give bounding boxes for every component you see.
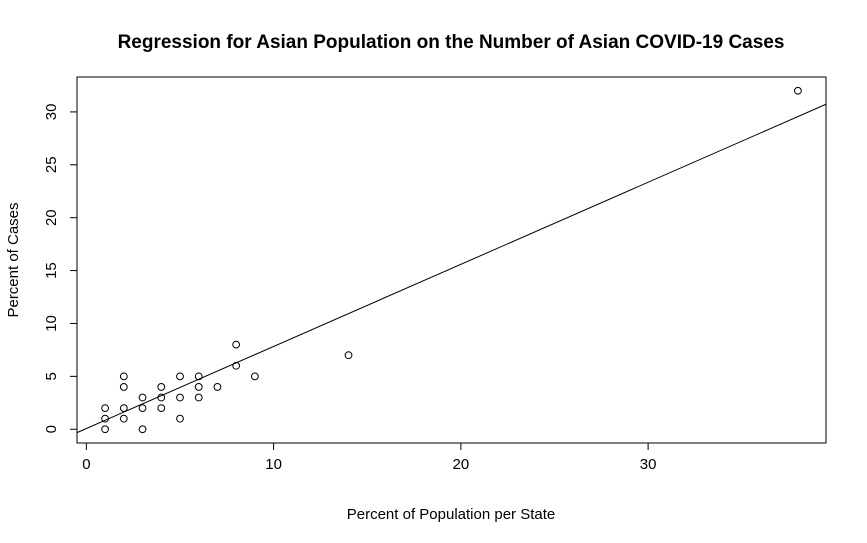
regression-layer xyxy=(76,103,827,434)
y-axis-label: Percent of Cases xyxy=(5,202,22,317)
data-point xyxy=(232,340,241,349)
data-point xyxy=(138,425,147,434)
data-point xyxy=(194,383,203,391)
data-point xyxy=(194,393,203,402)
y-tick-label: 20 xyxy=(43,209,60,226)
data-point xyxy=(344,351,353,360)
data-point xyxy=(232,361,241,370)
regression-line xyxy=(76,103,827,434)
y-tick-label: 25 xyxy=(43,156,60,173)
x-tick-label: 0 xyxy=(82,456,90,473)
data-point xyxy=(119,372,128,381)
data-point xyxy=(119,404,128,412)
data-point xyxy=(101,425,109,434)
chart-title: Regression for Asian Population on the N… xyxy=(118,32,785,53)
plot-frame xyxy=(76,76,827,444)
data-point xyxy=(176,393,184,402)
data-point xyxy=(138,393,147,402)
data-point xyxy=(250,372,259,381)
data-point xyxy=(157,404,166,412)
x-tick-label: 20 xyxy=(453,456,470,473)
data-point xyxy=(119,414,128,423)
data-point xyxy=(101,404,109,412)
y-tick-label: 5 xyxy=(43,372,60,380)
y-tick-label: 15 xyxy=(43,262,60,279)
x-axis: 0 10 20 30 xyxy=(82,443,656,473)
data-point xyxy=(794,86,802,95)
x-tick-label: 30 xyxy=(640,456,657,473)
x-axis-label: Percent of Population per State xyxy=(347,506,555,523)
data-point xyxy=(101,414,109,423)
y-tick-label: 10 xyxy=(43,315,60,332)
data-point xyxy=(119,383,128,391)
data-point xyxy=(176,414,184,423)
data-point xyxy=(213,383,222,391)
y-axis: 0 5 10 15 20 25 30 xyxy=(43,104,77,433)
data-point xyxy=(194,372,203,381)
data-point xyxy=(157,383,166,391)
points-layer xyxy=(101,86,802,434)
y-tick-label: 30 xyxy=(43,104,60,121)
data-point xyxy=(157,393,166,402)
y-tick-label: 0 xyxy=(43,425,60,433)
data-point xyxy=(138,404,147,412)
data-point xyxy=(176,372,184,381)
x-tick-label: 10 xyxy=(265,456,282,473)
